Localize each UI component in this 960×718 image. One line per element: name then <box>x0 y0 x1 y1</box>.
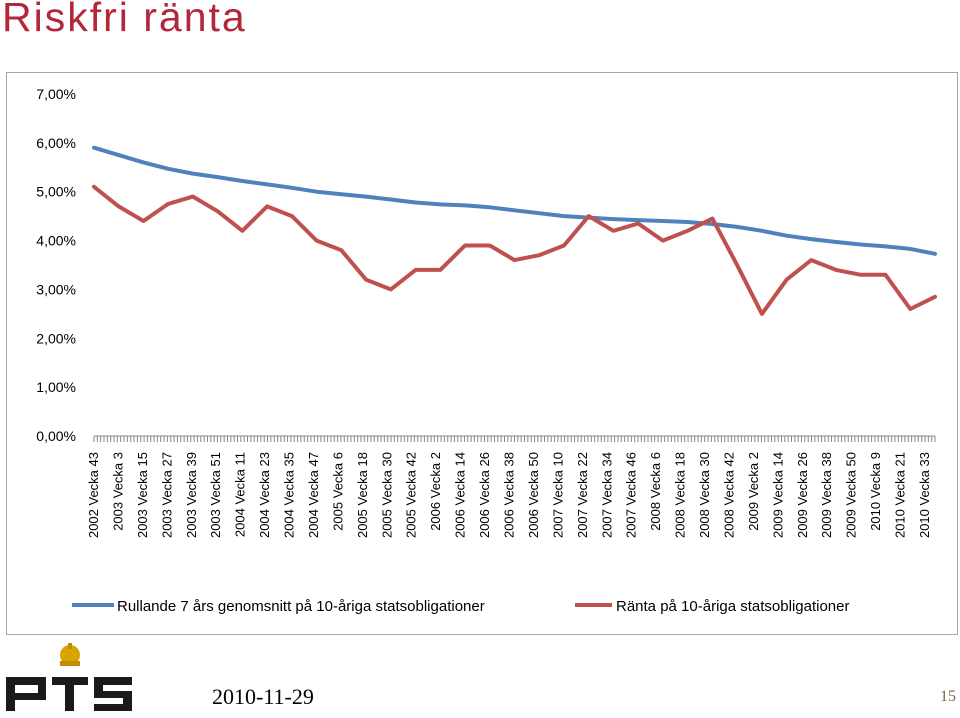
x-tick-label: 2005 Vecka 42 <box>404 452 419 538</box>
y-tick-label: 0,00% <box>36 428 76 444</box>
x-tick-label: 2006 Vecka 38 <box>502 452 517 538</box>
slide-title: Riskfri ränta <box>2 0 247 40</box>
x-tick-label: 2010 Vecka 21 <box>893 452 908 538</box>
x-tick-label: 2004 Vecka 23 <box>257 452 272 538</box>
legend-label: Rullande 7 års genomsnitt på 10-åriga st… <box>117 598 485 615</box>
pts-logo <box>2 643 142 718</box>
x-tick-label: 2003 Vecka 15 <box>135 452 150 538</box>
crown-icon <box>60 643 80 666</box>
x-tick-label: 2006 Vecka 26 <box>477 452 492 538</box>
x-tick-label: 2010 Vecka 33 <box>917 452 932 538</box>
x-tick-label: 2005 Vecka 18 <box>355 452 370 538</box>
x-tick-label: 2003 Vecka 51 <box>208 452 223 538</box>
series-line-rate <box>92 184 937 316</box>
slide-date: 2010-11-29 <box>212 684 314 709</box>
x-axis-ticks <box>93 436 936 442</box>
x-tick-label: 2007 Vecka 22 <box>575 452 590 538</box>
x-tick-label: 2005 Vecka 30 <box>379 452 394 538</box>
y-tick-label: 7,00% <box>36 86 76 102</box>
y-tick-label: 2,00% <box>36 330 76 346</box>
x-tick-label: 2003 Vecka 3 <box>110 452 125 531</box>
x-tick-label: 2008 Vecka 18 <box>673 452 688 538</box>
x-tick-label: 2006 Vecka 14 <box>453 452 468 538</box>
x-tick-label: 2007 Vecka 46 <box>624 452 639 538</box>
x-tick-label: 2009 Vecka 26 <box>795 452 810 538</box>
x-tick-label: 2006 Vecka 2 <box>428 452 443 531</box>
x-tick-label: 2008 Vecka 30 <box>697 452 712 538</box>
series-line-average <box>92 145 937 256</box>
x-tick-label: 2010 Vecka 9 <box>868 452 883 531</box>
x-tick-label: 2007 Vecka 34 <box>599 452 614 538</box>
x-tick-label: 2009 Vecka 2 <box>746 452 761 531</box>
x-tick-label: 2002 Vecka 43 <box>86 452 101 538</box>
x-tick-label: 2004 Vecka 11 <box>233 452 248 537</box>
pts-wordmark <box>6 677 132 711</box>
x-tick-label: 2006 Vecka 50 <box>526 452 541 538</box>
x-tick-label: 2003 Vecka 39 <box>184 452 199 538</box>
y-tick-label: 1,00% <box>36 379 76 395</box>
y-tick-label: 3,00% <box>36 281 76 297</box>
y-tick-label: 4,00% <box>36 233 76 249</box>
page-number: 15 <box>940 688 956 705</box>
x-tick-label: 2009 Vecka 38 <box>819 452 834 538</box>
x-tick-label: 2009 Vecka 14 <box>770 452 785 538</box>
x-tick-label: 2008 Vecka 42 <box>721 452 736 538</box>
x-tick-label: 2007 Vecka 10 <box>550 452 565 538</box>
x-tick-label: 2005 Vecka 6 <box>330 452 345 531</box>
legend-label: Ränta på 10-åriga statsobligationer <box>616 598 849 615</box>
x-tick-label: 2004 Vecka 35 <box>282 452 297 538</box>
y-tick-label: 6,00% <box>36 135 76 151</box>
x-tick-label: 2004 Vecka 47 <box>306 452 321 538</box>
line-chart: 0,00% 1,00% 2,00% 3,00% 4,00% 5,00% 6,00% 7,00%… <box>36 86 937 615</box>
y-tick-label: 5,00% <box>36 184 76 200</box>
x-tick-label: 2009 Vecka 50 <box>844 452 859 538</box>
x-tick-label: 2008 Vecka 6 <box>648 452 663 531</box>
legend: Rullande 7 års genomsnitt på 10-åriga st… <box>72 598 849 615</box>
x-tick-label: 2003 Vecka 27 <box>159 452 174 538</box>
